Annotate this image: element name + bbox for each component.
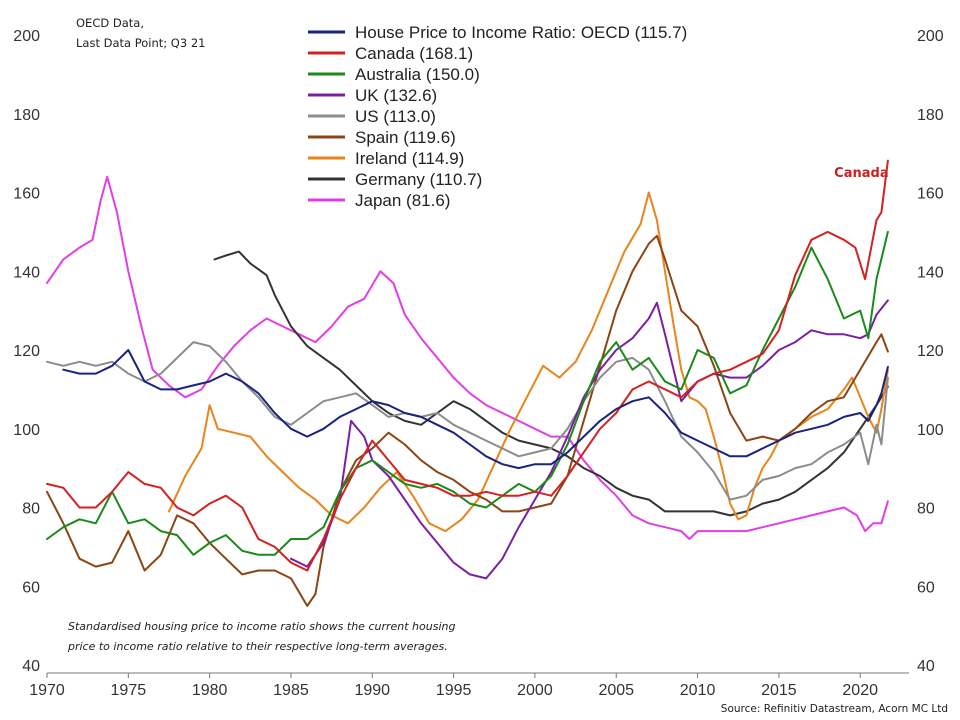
x-tick-2010: 2010 (680, 682, 716, 699)
series-line-uk (290, 299, 889, 580)
series-line-oecd (62, 349, 889, 470)
y-tick-left-120: 120 (13, 343, 40, 360)
y-tick-right-40: 40 (917, 658, 935, 675)
x-tick-1995: 1995 (436, 682, 472, 699)
series-line-spain (46, 234, 889, 607)
footnote-line-2: price to income ratio relative to their … (67, 640, 448, 653)
footnote-line-1: Standardised housing price to income rat… (68, 620, 455, 633)
legend-label-australia: Australia (150.0) (355, 65, 480, 84)
y-tick-right-140: 140 (917, 264, 944, 281)
series-line-us (46, 341, 889, 501)
series-line-japan (46, 175, 889, 540)
y-tick-left-100: 100 (13, 422, 40, 439)
x-tick-1975: 1975 (111, 682, 147, 699)
series-line-canada (46, 159, 889, 572)
canada-annotation: Canada (834, 166, 888, 181)
legend: House Price to Income Ratio: OECD (115.7… (308, 23, 687, 210)
y-tick-left-60: 60 (22, 579, 40, 596)
series-line-germany (213, 250, 889, 517)
legend-label-japan: Japan (81.6) (355, 191, 450, 210)
legend-label-canada: Canada (168.1) (355, 44, 473, 63)
x-tick-1985: 1985 (273, 682, 309, 699)
y-tick-right-100: 100 (917, 422, 944, 439)
y-axis-right: 40 60 80 100 120 140 160 180 200 (917, 28, 944, 675)
y-tick-left-200: 200 (13, 28, 40, 45)
y-axis-left: 40 60 80 100 120 140 160 180 200 (13, 28, 40, 675)
y-tick-right-160: 160 (917, 186, 944, 203)
y-tick-left-140: 140 (13, 264, 40, 281)
x-tick-2000: 2000 (517, 682, 553, 699)
legend-label-spain: Spain (119.6) (355, 128, 456, 147)
y-tick-right-80: 80 (917, 501, 935, 518)
x-axis: 1970 1975 1980 1985 1990 1995 2000 2005 2010 2015… (29, 673, 878, 699)
note-line-1: OECD Data, (76, 16, 144, 30)
legend-label-ireland: Ireland (114.9) (355, 149, 464, 168)
note-line-2: Last Data Point; Q3 21 (76, 36, 205, 50)
y-tick-left-180: 180 (13, 107, 40, 124)
y-tick-left-80: 80 (22, 501, 40, 518)
y-tick-right-120: 120 (917, 343, 944, 360)
x-tick-2020: 2020 (842, 682, 878, 699)
y-tick-left-40: 40 (22, 658, 40, 675)
x-tick-1970: 1970 (29, 682, 65, 699)
legend-label-uk: UK (132.6) (355, 86, 437, 105)
y-tick-right-180: 180 (917, 107, 944, 124)
y-tick-left-160: 160 (13, 186, 40, 203)
legend-label-germany: Germany (110.7) (355, 170, 482, 189)
x-tick-2005: 2005 (598, 682, 634, 699)
x-tick-1980: 1980 (192, 682, 228, 699)
series-line-australia (46, 230, 889, 556)
legend-label-us: US (113.0) (355, 107, 436, 126)
legend-label-oecd: House Price to Income Ratio: OECD (115.7… (355, 23, 687, 42)
y-tick-right-60: 60 (917, 579, 935, 596)
y-tick-right-200: 200 (917, 28, 944, 45)
x-tick-1990: 1990 (354, 682, 390, 699)
series-lines (46, 159, 889, 607)
x-tick-2015: 2015 (761, 682, 797, 699)
source-text: Source: Refinitiv Datastream, Acorn MC L… (721, 703, 948, 715)
